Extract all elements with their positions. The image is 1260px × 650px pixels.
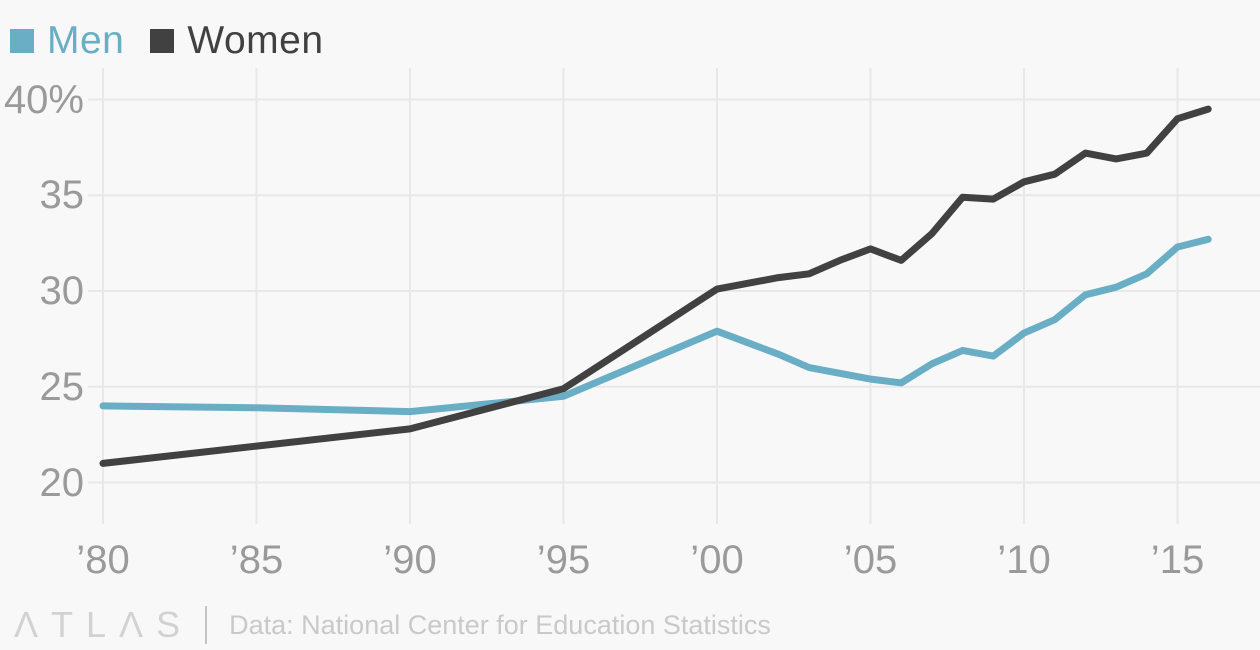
x-tick-label: ’10 <box>997 538 1051 582</box>
legend-label-women: Women <box>187 19 324 62</box>
y-tick-label: 40% <box>3 77 84 122</box>
legend-label-men: Men <box>47 19 125 62</box>
line-men <box>99 235 1212 416</box>
women-series-swatch-icon <box>150 28 175 53</box>
x-tick-label: ’05 <box>843 538 898 582</box>
atlas-logo: ΛTLΛS <box>14 604 194 645</box>
legend-item-women[interactable]: Women <box>150 21 323 60</box>
x-tick-label: ’80 <box>76 538 130 582</box>
x-tick-label: ’95 <box>536 538 591 582</box>
footer: ΛTLΛS Data: National Center for Educatio… <box>14 603 771 647</box>
y-tick-label: 25 <box>39 364 85 409</box>
y-tick-label: 20 <box>39 460 85 505</box>
legend: Men Women <box>10 21 324 60</box>
footer-divider <box>205 606 208 644</box>
men-series-swatch-icon <box>10 28 34 53</box>
legend-item-men[interactable]: Men <box>10 21 124 60</box>
gridlines <box>88 68 1260 524</box>
y-tick-label: 35 <box>39 173 85 218</box>
line-women <box>99 105 1212 467</box>
y-tick-label: 30 <box>39 269 85 313</box>
data-source-text: Data: National Center for Education Stat… <box>229 610 771 640</box>
x-tick-label: ’15 <box>1150 538 1205 582</box>
x-tick-label: ’85 <box>229 538 284 582</box>
series-lines <box>99 105 1212 467</box>
x-tick-label: ’00 <box>690 538 744 582</box>
x-tick-label: ’90 <box>383 538 437 582</box>
